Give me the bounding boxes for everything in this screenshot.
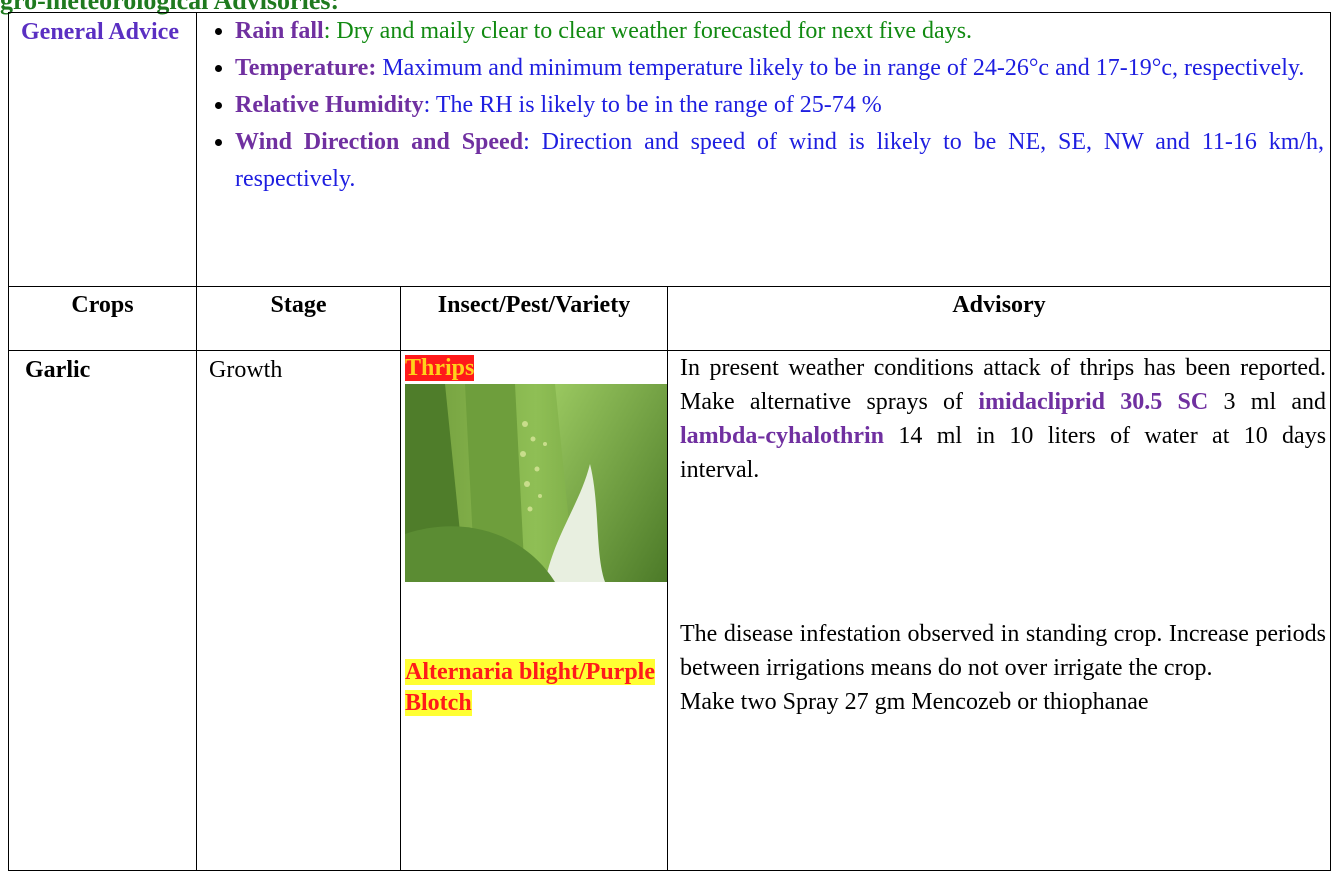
crop-name: Garlic <box>9 351 197 871</box>
advisory-table: General Advice Rain fall: Dry and maily … <box>8 12 1331 871</box>
advice-item: Relative Humidity: The RH is likely to b… <box>235 87 1330 124</box>
advisory-cell: In present weather conditions attack of … <box>668 351 1331 871</box>
page: {"heading": "gro-meteorological Advisori… <box>0 0 1338 829</box>
advice-item: Wind Direction and Speed: Direction and … <box>235 124 1330 198</box>
pest-name-text: Alternaria blight/Purple Blotch <box>405 659 655 716</box>
crop-stage: Growth <box>197 351 401 871</box>
chemical: imidacliprid 30.5 SC <box>978 389 1208 415</box>
advisory-text: The disease infestation observed in stan… <box>680 617 1326 685</box>
pest-name: Alternaria blight/Purple Blotch <box>405 657 667 719</box>
advice-term: Rain fall <box>235 18 324 44</box>
advice-term: Temperature: <box>235 55 376 81</box>
advice-text: : The RH is likely to be in the range of… <box>424 92 882 118</box>
column-header: Advisory <box>668 287 1331 351</box>
crop-row: Garlic Growth Thrips Alternaria blight/P… <box>9 351 1331 871</box>
pest-photo <box>405 384 667 582</box>
advice-term: Relative Humidity <box>235 92 424 118</box>
advisory-text: Make two Spray 27 gm Mencozeb or thiopha… <box>680 685 1326 719</box>
advisory-text: 3 ml and <box>1208 389 1326 415</box>
column-header: Stage <box>197 287 401 351</box>
general-label: General Advice <box>9 13 197 287</box>
advice-text: : Dry and maily clear to clear weather f… <box>324 18 972 44</box>
advice-item: Temperature: Maximum and minimum tempera… <box>235 50 1330 87</box>
pest-cell: Thrips Alternaria blight/Purple Blotch <box>401 351 668 871</box>
column-header: Crops <box>9 287 197 351</box>
advice-text: Maximum and minimum temperature likely t… <box>376 55 1304 81</box>
header-row: Crops Stage Insect/Pest/Variety Advisory <box>9 287 1331 351</box>
pest-name: Thrips <box>405 355 474 381</box>
general-row: General Advice Rain fall: Dry and maily … <box>9 13 1331 287</box>
general-cell: Rain fall: Dry and maily clear to clear … <box>197 13 1331 287</box>
advisory: In present weather conditions attack of … <box>680 351 1326 487</box>
advice-term: Wind Direction and Speed <box>235 129 523 155</box>
advisory: The disease infestation observed in stan… <box>680 617 1326 719</box>
column-header: Insect/Pest/Variety <box>401 287 668 351</box>
chemical: lambda-cyhalothrin <box>680 423 884 449</box>
general-list: Rain fall: Dry and maily clear to clear … <box>197 13 1330 198</box>
advice-item: Rain fall: Dry and maily clear to clear … <box>235 13 1330 50</box>
